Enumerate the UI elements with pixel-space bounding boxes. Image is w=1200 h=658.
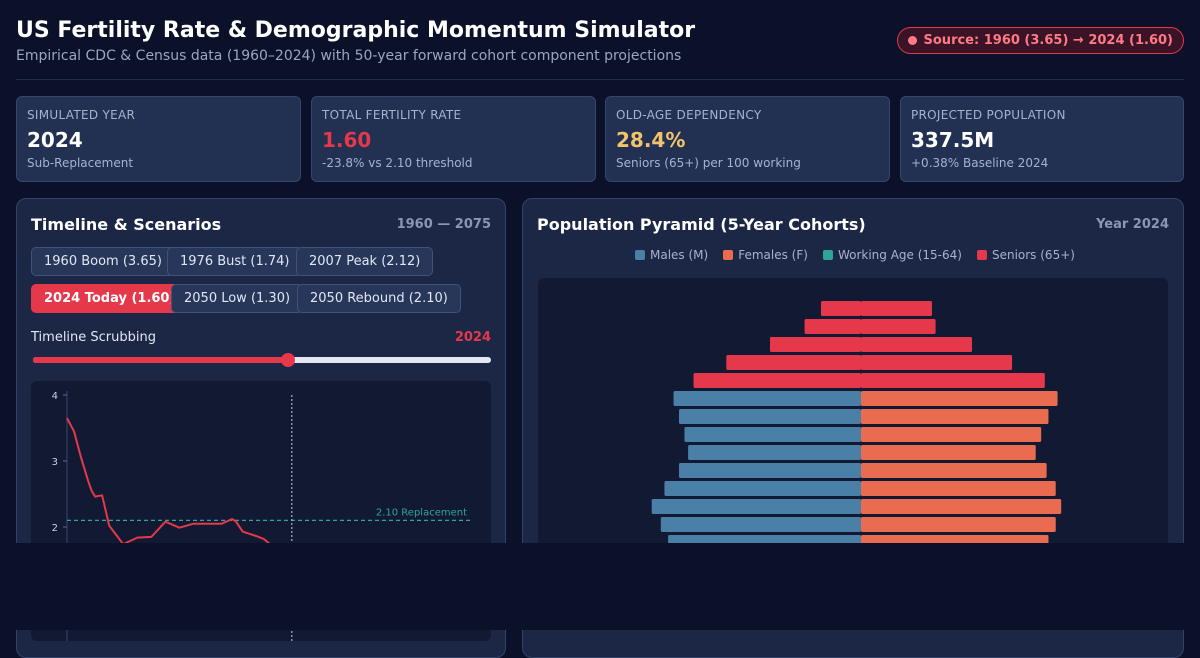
scenario-button-2050-rebound[interactable]: 2050 Rebound (2.10) — [297, 284, 461, 313]
source-badge-text: Source: 1960 (3.65) → 2024 (1.60) — [923, 33, 1173, 48]
status-dot-icon — [907, 36, 917, 45]
pyramid-bar-male — [660, 517, 861, 532]
stat-label: TOTAL FERTILITY RATE — [322, 108, 462, 122]
y-tick-label: 2 — [52, 523, 58, 534]
scenario-button-2007-peak[interactable]: 2007 Peak (2.12) — [296, 247, 434, 276]
stat-note: +0.38% Baseline 2024 — [911, 156, 1049, 170]
timeline-scrub-label: Timeline Scrubbing — [31, 330, 156, 345]
pyramid-chart — [538, 278, 1168, 578]
stat-value: 337.5M — [911, 128, 995, 152]
pyramid-bar-male — [664, 481, 861, 496]
tfr-series-line — [66, 417, 293, 555]
pyramid-bar-male — [726, 355, 861, 370]
legend-swatch — [822, 250, 833, 260]
slider-thumb[interactable] — [280, 353, 295, 367]
timeline-slider[interactable] — [33, 353, 491, 367]
pyramid-bar-female — [861, 427, 1042, 442]
stat-note: Sub-Replacement — [27, 156, 134, 170]
legend-item-females: Females (F) — [723, 248, 808, 262]
pyramid-bar-male — [804, 319, 861, 334]
pyramid-bar-male — [679, 409, 861, 424]
page-title: US Fertility Rate & Demographic Momentum… — [16, 18, 696, 43]
pyramid-bar-female — [861, 319, 936, 334]
pyramid-bar-male — [651, 499, 861, 514]
scenario-button-1976-bust[interactable]: 1976 Bust (1.74) — [167, 247, 303, 276]
slider-fill — [33, 357, 288, 363]
pyramid-bar-male — [673, 391, 861, 406]
stat-card-fertility-rate: TOTAL FERTILITY RATE 1.60 -23.8% vs 2.10… — [311, 96, 596, 182]
pyramid-bar-male — [684, 427, 861, 442]
pyramid-chart-svg — [651, 301, 1062, 550]
pyramid-bar-female — [861, 481, 1056, 496]
pyramid-bar-male — [693, 373, 861, 388]
replacement-label: 2.10 Replacement — [376, 507, 467, 518]
pyramid-bar-female — [861, 391, 1058, 406]
stat-card-projected-population: PROJECTED POPULATION 337.5M +0.38% Basel… — [900, 96, 1184, 182]
timeline-scrub-year: 2024 — [454, 330, 491, 345]
pyramid-bar-female — [861, 499, 1062, 514]
stat-label: OLD-AGE DEPENDENCY — [616, 108, 762, 122]
stat-value: 1.60 — [322, 128, 372, 152]
stat-note: Seniors (65+) per 100 working — [616, 156, 801, 170]
legend-label: Working Age (15-64) — [837, 248, 962, 262]
pyramid-bar-female — [861, 373, 1045, 388]
pyramid-bar-female — [861, 409, 1049, 424]
legend-swatch — [635, 250, 645, 260]
stat-card-simulated-year: SIMULATED YEAR 2024 Sub-Replacement — [16, 96, 301, 182]
legend-item-seniors: Seniors (65+) — [976, 248, 1075, 262]
pyramid-bar-female — [861, 445, 1036, 460]
pyramid-bar-male — [688, 445, 861, 460]
pyramid-bar-male — [820, 301, 861, 316]
timeline-panel-title: Timeline & Scenarios — [31, 215, 222, 234]
legend-item-males: Males (M) — [635, 248, 708, 262]
legend-label: Seniors (65+) — [991, 248, 1075, 262]
stat-value: 28.4% — [616, 128, 686, 152]
pyramid-bar-female — [861, 517, 1056, 532]
legend-swatch — [976, 250, 987, 260]
legend-label: Males (M) — [650, 248, 709, 262]
y-tick-label: 3 — [52, 457, 58, 468]
pyramid-bar-female — [861, 463, 1047, 478]
pyramid-bar-female — [861, 301, 932, 316]
header-divider — [16, 79, 1184, 80]
page-subtitle: Empirical CDC & Census data (1960–2024) … — [16, 48, 682, 64]
y-tick-label: 4 — [52, 391, 58, 402]
legend-item-working-age: Working Age (15-64) — [822, 248, 962, 262]
legend-swatch — [723, 250, 734, 260]
legend-label: Females (F) — [738, 248, 808, 262]
pyramid-legend: Males (M) Females (F) Working Age (15-64… — [635, 248, 1075, 262]
stat-note: -23.8% vs 2.10 threshold — [322, 156, 473, 170]
viewport-bottom-cover — [0, 543, 1200, 630]
stat-label: SIMULATED YEAR — [27, 108, 136, 122]
timeline-range: 1960 — 2075 — [396, 217, 491, 232]
pyramid-year-label: Year 2024 — [1096, 217, 1169, 232]
pyramid-panel-title: Population Pyramid (5-Year Cohorts) — [537, 215, 866, 234]
scenario-button-2050-low[interactable]: 2050 Low (1.30) — [171, 284, 304, 313]
stat-card-old-age-dependency: OLD-AGE DEPENDENCY 28.4% Seniors (65+) p… — [605, 96, 890, 182]
stat-value: 2024 — [27, 128, 83, 152]
scenario-button-2024-today[interactable]: 2024 Today (1.60) — [31, 284, 189, 313]
pyramid-bar-female — [861, 337, 973, 352]
pyramid-bar-male — [770, 337, 861, 352]
pyramid-bar-female — [861, 355, 1013, 370]
pyramid-bar-male — [679, 463, 861, 478]
scenario-button-1960-boom[interactable]: 1960 Boom (3.65) — [31, 247, 175, 276]
source-badge: Source: 1960 (3.65) → 2024 (1.60) — [896, 27, 1184, 54]
stat-label: PROJECTED POPULATION — [911, 108, 1066, 122]
